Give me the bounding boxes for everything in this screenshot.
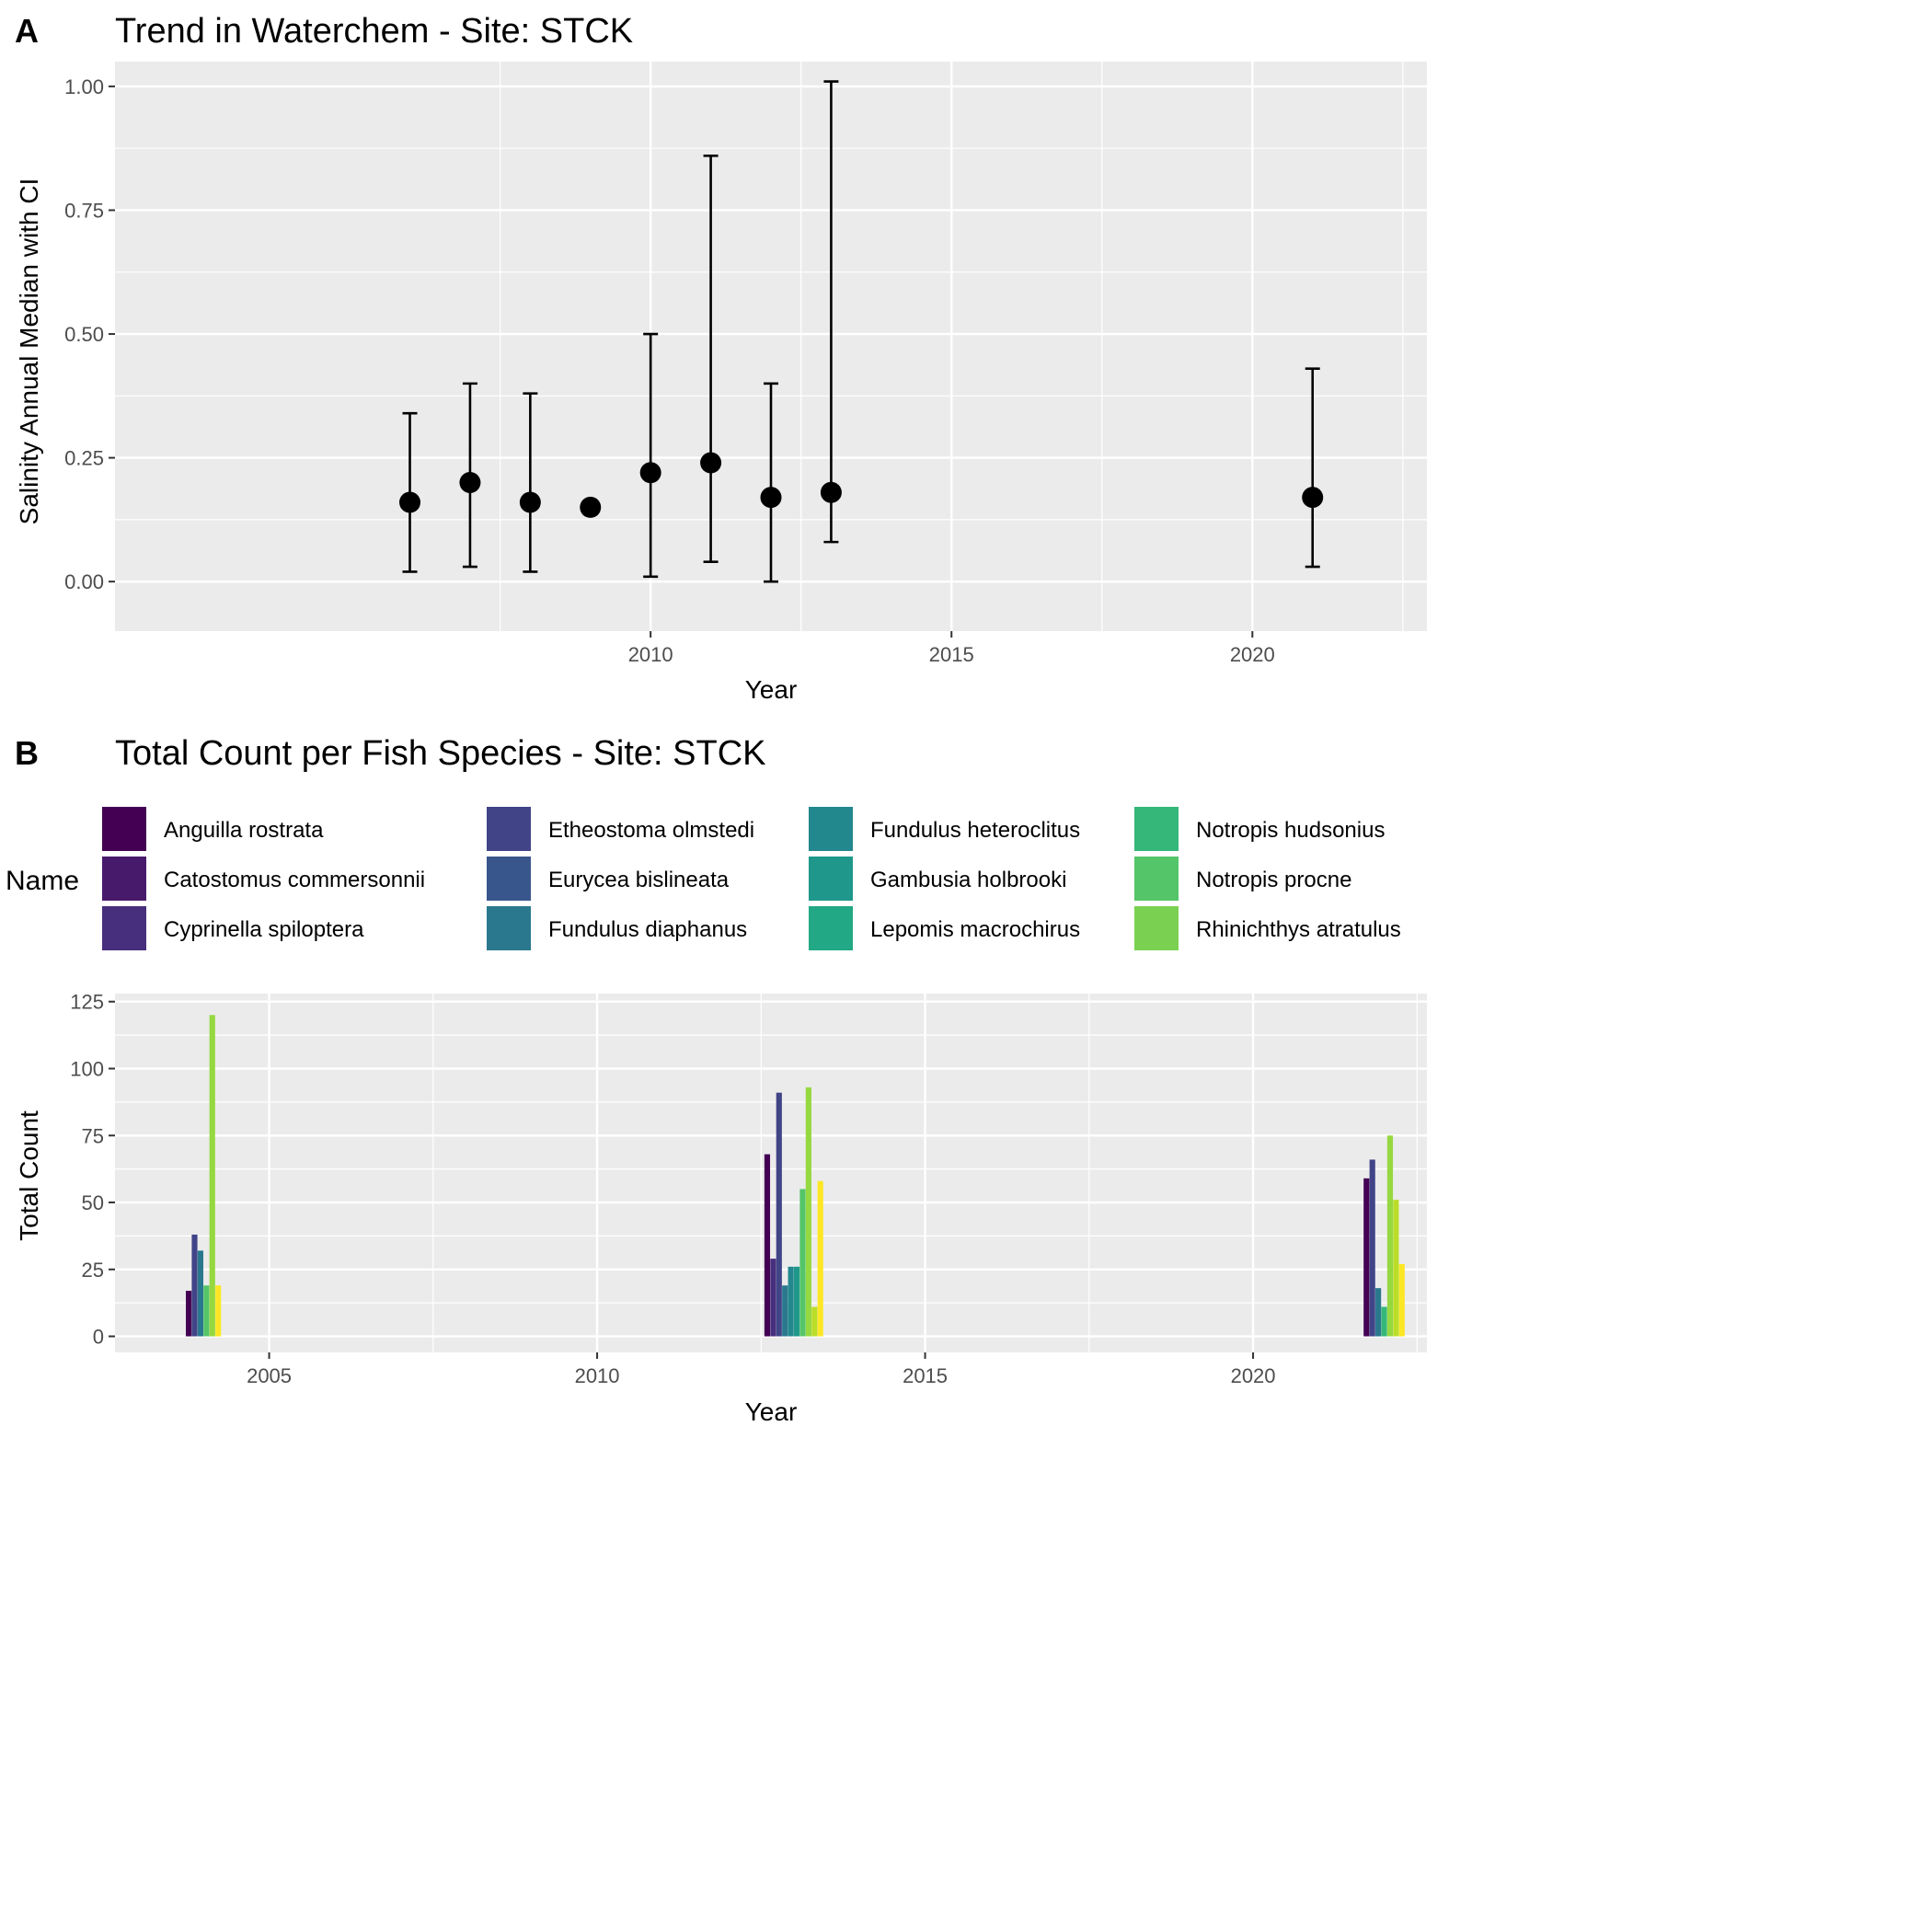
panel-a-y-axis-title: Salinity Annual Median with CI [15,178,43,525]
legend-item-label: Notropis procne [1196,868,1351,892]
panel-a-y-tick-label: 1.00 [64,75,104,98]
bar [782,1285,788,1337]
panel-a-y-tick-label: 0.50 [64,323,104,346]
bar [197,1250,203,1337]
legend-key-swatch [807,904,855,952]
panel-b-x-axis-title: Year [745,1397,798,1426]
panel-b-title: Total Count per Fish Species - Site: STC… [115,734,766,773]
figure: A Trend in Waterchem - Site: STCK 2010 20… [6,12,1427,1426]
bar [1398,1263,1405,1337]
legend-item-label: Fundulus heteroclitus [870,818,1080,843]
legend-item-label: Fundulus diaphanus [548,917,747,942]
median-point [1302,487,1324,509]
panel-letter-b: B [15,734,39,772]
bar [203,1285,210,1337]
panel-b-y-axis-title: Total Count [15,1110,43,1241]
panel-b-plot: 2005 2010 2015 2020 0 25 50 75 100 125 [70,991,1427,1387]
legend-item-label: Rhinichthys atratulus [1196,917,1401,942]
bar [788,1266,794,1337]
bar [805,1087,811,1337]
bar [799,1189,806,1337]
legend-item-label: Catostomus commersonnii [164,868,425,892]
panel-a-plot: 2010 2015 2020 0.00 0.25 0.50 0.75 1.00 [64,62,1427,666]
bar [1381,1306,1387,1337]
bar [215,1285,222,1337]
bar [776,1092,782,1337]
panel-a-x-tick-label: 2020 [1230,643,1275,666]
bar [1386,1135,1394,1337]
panel-b-y-tick-label: 100 [70,1057,104,1080]
median-point [459,472,481,494]
bar [1375,1288,1382,1337]
legend-key-swatch [485,855,533,903]
legend-item-label: Lepomis macrochirus [870,917,1080,942]
panel-a-y-tick-label: 0.25 [64,447,104,470]
bar [1393,1200,1399,1337]
bar [1363,1178,1370,1337]
bar [191,1234,198,1337]
legend-key-swatch [100,855,148,903]
legend-key-swatch [807,855,855,903]
median-point [700,452,722,474]
panel-a-x-tick-label: 2010 [628,643,673,666]
legend-item-label: Notropis hudsonius [1196,818,1385,843]
panel-a-y-tick-label: 0.00 [64,570,104,593]
legend: Anguilla rostrata Catostomus commersonnii… [100,805,1401,952]
legend-title: Name [6,866,79,896]
legend-key-swatch [1133,855,1180,903]
panel-b-x-tick-label: 2020 [1231,1364,1276,1387]
panel-a-title: Trend in Waterchem - Site: STCK [115,12,633,51]
legend-key-swatch [100,805,148,853]
median-point [820,481,842,503]
median-point [639,462,661,484]
legend-key-swatch [807,805,855,853]
legend-item-label: Eurycea bislineata [548,868,730,892]
bar [764,1154,771,1337]
bar [1369,1159,1375,1337]
panel-b-y-tick-label: 25 [82,1259,104,1282]
panel-b-y-tick-label: 0 [93,1326,104,1349]
panel-b-y-tick-label: 50 [82,1191,104,1214]
median-point [399,491,421,513]
panel-b-x-tick-label: 2005 [247,1364,292,1387]
median-point [519,491,541,513]
bar [186,1291,192,1337]
panel-b-x-tick-label: 2015 [903,1364,948,1387]
panel-a-x-axis-title: Year [745,675,798,704]
panel-a-y-tick-label: 0.75 [64,199,104,222]
legend-key-swatch [485,904,533,952]
median-point [760,487,782,509]
legend-key-swatch [100,904,148,952]
panel-b-y-tick-label: 125 [70,991,104,1014]
bar [817,1180,823,1337]
median-point [580,496,602,518]
legend-item-label: Gambusia holbrooki [870,868,1066,892]
bar [793,1266,800,1337]
bar [770,1259,776,1337]
legend-key-swatch [485,805,533,853]
bar [811,1306,818,1337]
legend-item-label: Etheostoma olmstedi [548,818,754,843]
panel-b-y-tick-label: 75 [82,1124,104,1147]
panel-letter-a: A [15,12,39,50]
panel-b-x-tick-label: 2010 [575,1364,620,1387]
panel-a-x-tick-label: 2015 [929,643,974,666]
legend-key-swatch [1133,805,1180,853]
legend-item-label: Cyprinella spiloptera [164,917,364,942]
legend-item-label: Anguilla rostrata [164,818,324,843]
legend-key-swatch [1133,904,1180,952]
bar [209,1015,215,1337]
